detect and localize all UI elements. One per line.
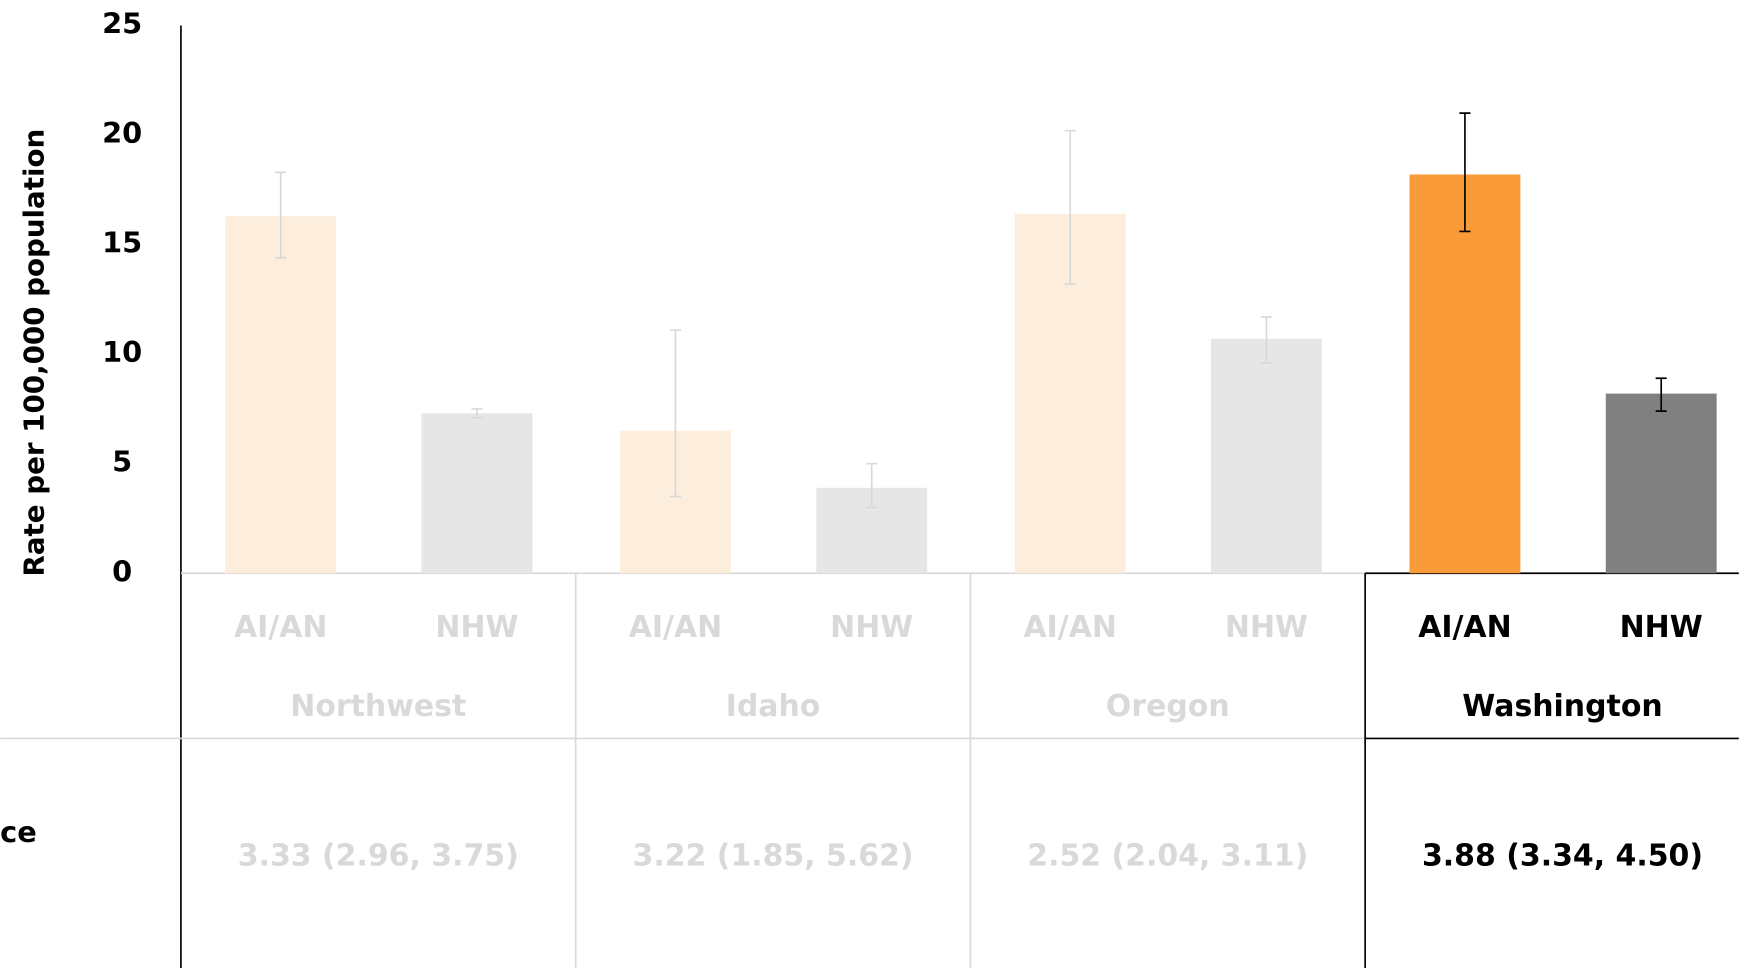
- group-label: Idaho: [726, 689, 821, 724]
- y-tick-label: 25: [102, 7, 142, 41]
- y-tick-label: 0: [112, 554, 132, 588]
- table-cell: 3.88 (3.34, 4.50): [1422, 839, 1703, 874]
- bar: [421, 413, 533, 574]
- x-tick-label: AI/AN: [629, 610, 722, 645]
- bar: [225, 216, 337, 574]
- error-bar: [275, 171, 287, 259]
- x-tick-label: NHW: [1225, 610, 1308, 645]
- table-cell: 3.22 (1.85, 5.62): [633, 839, 914, 874]
- x-tick-label: AI/AN: [1023, 610, 1116, 645]
- y-axis-title: Rate per 100,000 population: [18, 129, 51, 577]
- x-tick-label: NHW: [830, 610, 913, 645]
- error-bar: [1260, 316, 1273, 364]
- error-bar: [471, 408, 483, 419]
- error-bar: [669, 329, 682, 498]
- y-tick-label: 20: [102, 116, 142, 150]
- table-cell: 3.33 (2.96, 3.75): [238, 839, 519, 874]
- y-tick-label: 10: [102, 335, 142, 369]
- group-label: Oregon: [1106, 689, 1230, 724]
- y-tick-label: 5: [112, 445, 132, 479]
- error-bar: [1459, 112, 1471, 233]
- error-bar: [1655, 377, 1667, 412]
- x-tick-label: NHW: [435, 610, 518, 645]
- table-row-label: ce: [0, 815, 37, 849]
- bar: [1605, 393, 1717, 574]
- group-label: Washington: [1462, 689, 1662, 724]
- x-tick-label: AI/AN: [234, 610, 327, 645]
- group-label: Northwest: [290, 689, 466, 724]
- x-tick-label: AI/AN: [1418, 610, 1511, 645]
- x-tick-label: NHW: [1620, 610, 1703, 645]
- table-cell: 2.52 (2.04, 3.11): [1027, 839, 1308, 874]
- bar: [1409, 174, 1521, 574]
- bar: [1211, 338, 1322, 574]
- y-tick-label: 15: [102, 226, 142, 260]
- error-bar: [1064, 129, 1076, 285]
- error-bar: [866, 462, 878, 509]
